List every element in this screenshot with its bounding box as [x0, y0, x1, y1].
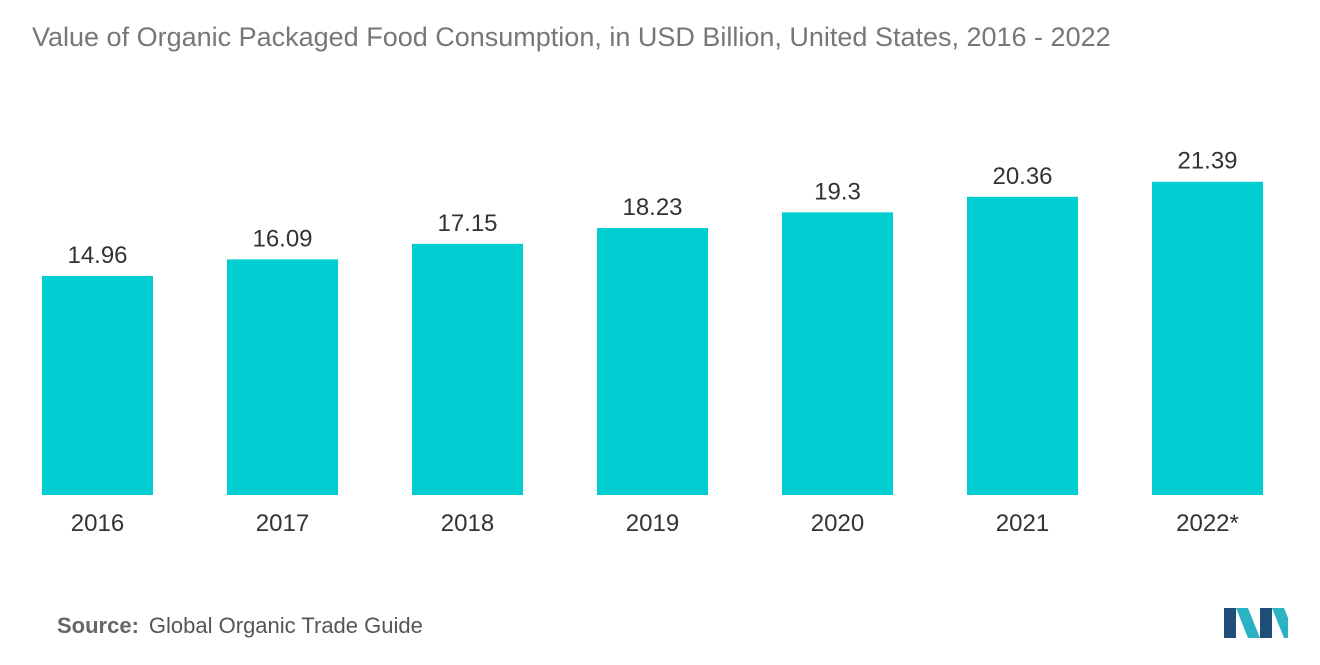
- value-label-2021: 20.36: [992, 163, 1052, 190]
- x-tick-2016: 2016: [71, 510, 124, 537]
- value-label-2022*: 21.39: [1177, 148, 1237, 175]
- bar-2018: [412, 243, 523, 495]
- mordor-logo-icon: [1224, 608, 1288, 638]
- bar-2019: [597, 228, 708, 495]
- bar-2022*: [1152, 181, 1263, 495]
- x-tick-2020: 2020: [811, 510, 864, 537]
- bar-2021: [967, 196, 1078, 495]
- x-tick-2019: 2019: [626, 510, 679, 537]
- x-tick-2022*: 2022*: [1176, 510, 1239, 537]
- x-tick-2018: 2018: [441, 510, 494, 537]
- logo-shape-3: [1260, 608, 1272, 638]
- source-note: Source: Global Organic Trade Guide: [57, 613, 423, 639]
- x-tick-2017: 2017: [256, 510, 309, 537]
- bar-chart: 14.96 2016 16.09 2017 17.15 2018 18.23 2019 19.3…: [42, 148, 1263, 537]
- bar-2020: [782, 212, 893, 496]
- logo-shape-4: [1272, 608, 1288, 638]
- logo-shape-2: [1236, 608, 1260, 638]
- value-label-2016: 14.96: [67, 242, 127, 269]
- bar-2017: [227, 259, 338, 495]
- value-label-2018: 17.15: [437, 210, 497, 237]
- value-label-2019: 18.23: [622, 194, 682, 221]
- logo-shape-1: [1224, 608, 1236, 638]
- source-text: Global Organic Trade Guide: [148, 613, 423, 638]
- source-label: Source:: [57, 613, 139, 638]
- bar-2016: [42, 275, 153, 495]
- value-label-2020: 19.3: [814, 178, 861, 205]
- x-tick-2021: 2021: [996, 510, 1049, 537]
- chart-title: Value of Organic Packaged Food Consumpti…: [32, 22, 1111, 52]
- value-label-2017: 16.09: [252, 225, 312, 252]
